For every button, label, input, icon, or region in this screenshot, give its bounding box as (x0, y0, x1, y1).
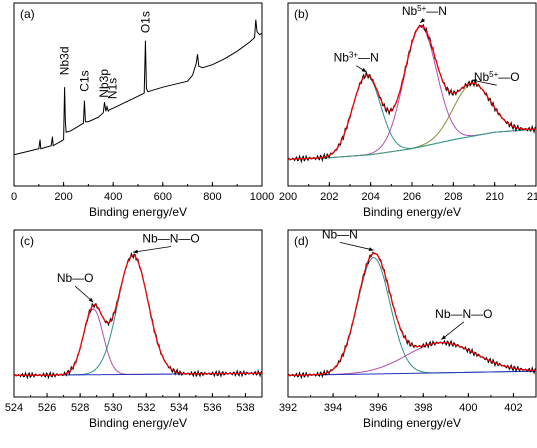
background-line (287, 370, 537, 376)
x-tick-label: 536 (203, 402, 221, 414)
fit-peak-1 (13, 308, 262, 376)
panel-3: 524 526 528 530 532 534 536 538 Binding energy/e… (5, 229, 263, 430)
background-line (287, 128, 537, 160)
peak-label-3: Nb5+—O (474, 70, 520, 85)
peak-label-2: Nb—N—O (435, 307, 492, 321)
x-tick-label: 200 (54, 191, 72, 203)
x-tick-label: 398 (414, 402, 432, 414)
x-tick-label: 526 (38, 402, 56, 414)
x-tick-label: 400 (104, 191, 122, 203)
x-tick-label: 204 (361, 191, 379, 203)
panel-label: (d) (294, 234, 309, 248)
label-arrowhead (441, 335, 447, 340)
raw-data-line (287, 251, 537, 380)
x-axis-label: Binding energy/eV (363, 205, 461, 219)
fit-peak-1 (287, 75, 537, 160)
x-axis-label: Binding energy/eV (89, 416, 187, 430)
label-arrowhead (88, 297, 94, 303)
x-tick-label: 800 (203, 191, 221, 203)
label-arrow (132, 246, 172, 253)
x-tick-label: 528 (71, 402, 89, 414)
fit-envelope-line (287, 252, 537, 376)
panel-label: (b) (294, 7, 309, 21)
peak-annotation-1: Nb3d (58, 46, 72, 75)
panel-label: (a) (20, 7, 35, 21)
x-tick-label: 534 (170, 402, 188, 414)
label-arrowhead (368, 247, 374, 252)
fit-peak-1 (287, 257, 537, 376)
peak-annotation-5: O1s (138, 11, 152, 33)
raw-data-line (13, 251, 263, 380)
x-tick-label: 206 (403, 191, 421, 203)
plot-frame (13, 229, 263, 398)
x-tick-label: 532 (137, 402, 155, 414)
peak-label-2: Nb—N—O (142, 231, 199, 245)
x-tick-label: 212 (527, 191, 537, 203)
peak-annotation-4: N1s (106, 78, 120, 99)
x-axis-label: Binding energy/eV (89, 205, 187, 219)
label-arrow (441, 321, 465, 340)
x-tick-label: 200 (279, 191, 297, 203)
x-tick-label: 394 (324, 402, 342, 414)
x-tick-label: 396 (369, 402, 387, 414)
fit-peak-2 (287, 342, 537, 376)
x-tick-label: 530 (104, 402, 122, 414)
panel-4: 392 394 396 398 400 402 Binding energy/eV (d) Nb… (279, 227, 537, 430)
peak-annotation-2: C1s (77, 70, 91, 91)
fit-envelope-line (287, 25, 537, 160)
x-tick-label: 600 (154, 191, 172, 203)
fit-peak-2 (13, 254, 262, 376)
peak-label-1: Nb3+—N (334, 50, 379, 65)
survey-spectrum-line (13, 19, 263, 156)
label-arrowhead (361, 67, 367, 72)
label-arrowhead (471, 79, 477, 83)
fit-peak-2 (287, 26, 537, 160)
x-tick-label: 208 (444, 191, 462, 203)
x-tick-label: 1000 (250, 191, 274, 203)
x-axis-label: Binding energy/eV (363, 416, 461, 430)
x-tick-label: 202 (320, 191, 338, 203)
x-tick-label: 524 (5, 402, 23, 414)
plot-frame (287, 229, 537, 398)
panel-label: (c) (20, 234, 34, 248)
x-tick-label: 210 (485, 191, 503, 203)
x-tick-label: 538 (236, 402, 254, 414)
label-arrowhead (133, 249, 138, 254)
peak-label-1: Nb—O (57, 271, 94, 285)
label-arrowhead (420, 18, 426, 23)
label-arrow (339, 241, 374, 251)
x-tick-label: 400 (459, 402, 477, 414)
peak-annotation-3: Nb3p (97, 69, 111, 98)
peak-label-2: Nb5+—N (402, 4, 447, 18)
x-tick-label: 392 (279, 402, 297, 414)
x-tick-label: 402 (504, 402, 522, 414)
panel-2: 200 202 204 206 208 210 212 Binding energy/eV (b… (279, 2, 537, 219)
panel-1: 0 200 400 600 800 1000 Binding energy/eV (a) Nb3… (11, 2, 274, 219)
fit-envelope-line (13, 254, 262, 376)
x-tick-label: 0 (11, 191, 17, 203)
raw-data-line (287, 24, 537, 164)
peak-label-1: Nb—N (322, 227, 358, 241)
